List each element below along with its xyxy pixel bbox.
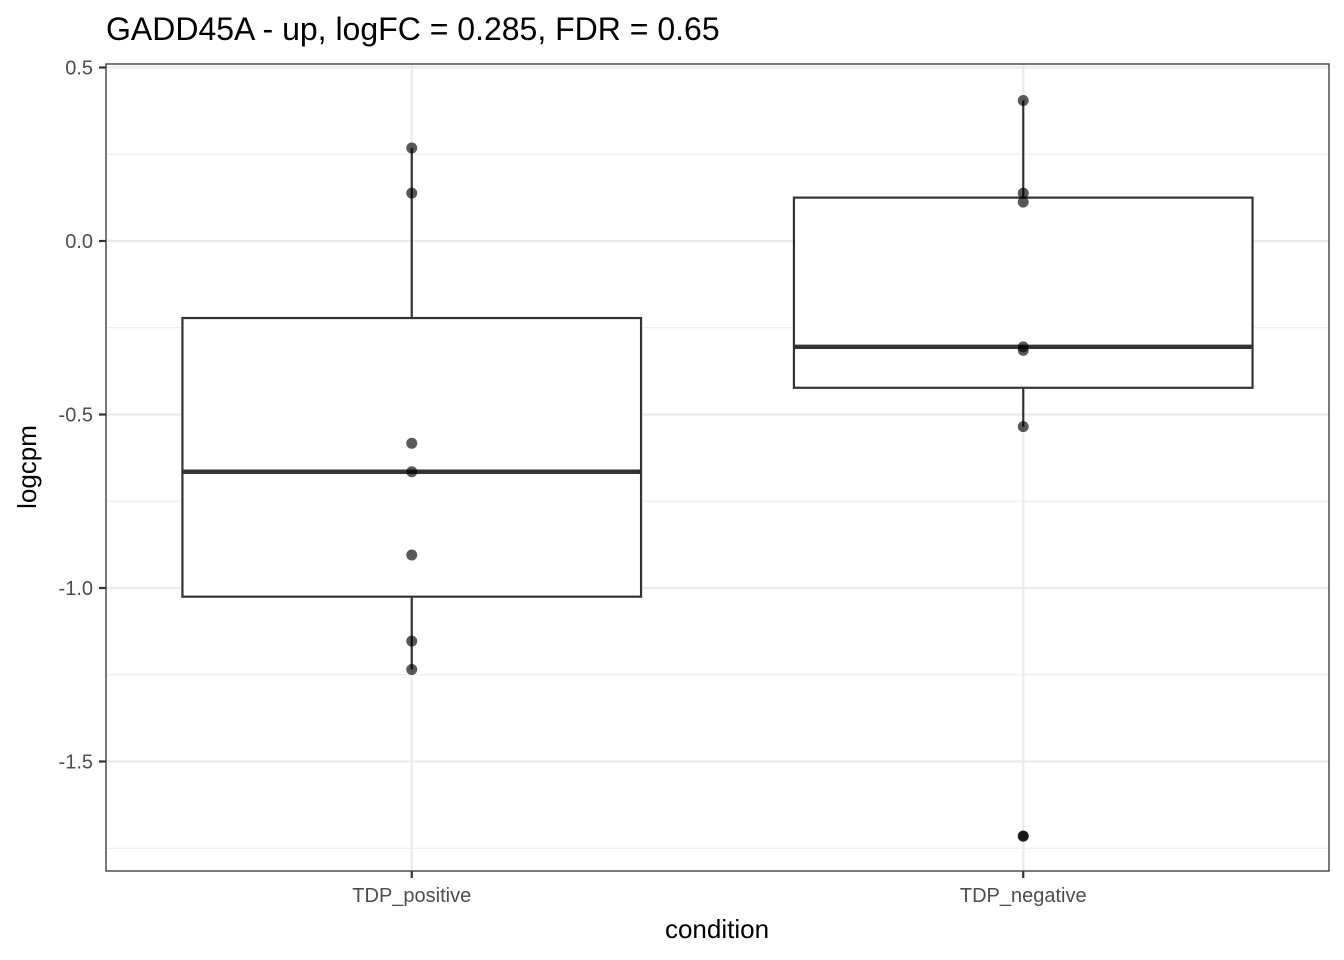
- data-point: [406, 466, 418, 478]
- data-point: [406, 635, 418, 647]
- data-point: [406, 664, 418, 676]
- data-point: [1017, 94, 1029, 106]
- y-tick-label: 0.0: [65, 231, 93, 253]
- y-tick-label: -1.5: [59, 752, 93, 774]
- plot-panel-border: [105, 63, 1330, 872]
- x-tick-label: TDP_positive: [352, 885, 471, 907]
- boxes-layer: [181, 100, 1254, 670]
- y-tick-label: -0.5: [59, 405, 93, 427]
- box-TDP_positive: [181, 148, 643, 670]
- box-TDP_negative: [792, 100, 1254, 427]
- x-tick-label: TDP_negative: [960, 885, 1087, 907]
- y-tick-label: -1.0: [59, 578, 93, 600]
- chart-title: GADD45A - up, logFC = 0.285, FDR = 0.65: [106, 11, 720, 47]
- data-point: [406, 187, 418, 199]
- x-axis: TDP_positive TDP_negative: [352, 871, 1087, 907]
- data-point: [1017, 421, 1029, 433]
- box-iqr: [792, 196, 1254, 389]
- outlier-point: [1017, 830, 1029, 842]
- data-point: [406, 549, 418, 561]
- points-layer: [406, 94, 1029, 842]
- y-axis-title: logcpm: [12, 425, 42, 509]
- data-point: [406, 437, 418, 449]
- y-axis: 0.5 0.0 -0.5 -1.0 -1.5: [59, 58, 106, 774]
- x-axis-title: condition: [665, 914, 769, 944]
- data-point: [1017, 344, 1029, 356]
- data-point: [1017, 187, 1029, 199]
- data-point: [1017, 196, 1029, 208]
- data-point: [406, 142, 418, 154]
- y-tick-label: 0.5: [65, 58, 93, 80]
